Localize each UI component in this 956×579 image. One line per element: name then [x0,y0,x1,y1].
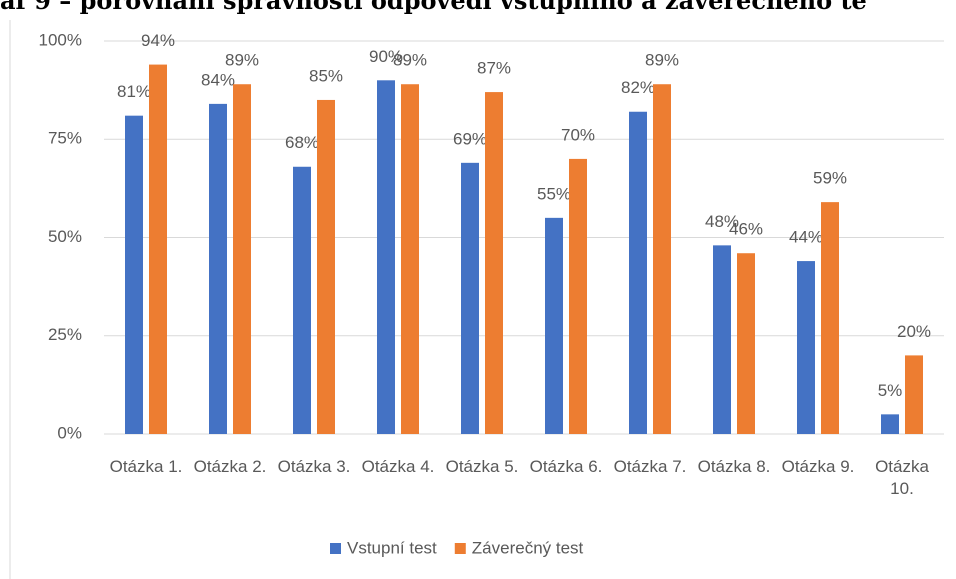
chart-title: af 9 – porovnání správnosti odpovědí vst… [0,0,867,15]
data-label: 89% [645,51,679,70]
data-label: 20% [897,322,931,341]
data-label: 94% [141,31,175,50]
data-label: 89% [225,51,259,70]
data-label: 5% [878,381,903,400]
data-label: 81% [117,82,151,101]
bar [653,84,671,434]
data-label: 69% [453,129,487,148]
x-tick-label: Otázka 8. [697,457,771,476]
legend-swatch [454,543,466,554]
y-tick-label: 25% [48,325,82,344]
x-tick-label: Otázka 7. [613,457,687,476]
bar [713,245,731,434]
x-tick-label: Otázka 2. [193,457,267,476]
bar [737,253,755,434]
legend-label: Vstupní test [347,538,437,557]
data-label: 68% [285,133,319,152]
bar [905,355,923,434]
y-tick-label: 50% [48,227,82,246]
y-tick-label: 100% [39,30,82,49]
x-tick-label: Otázka 3. [277,457,351,476]
x-tick-label: Otázka 6. [529,457,603,476]
bar [317,99,335,434]
bar [569,158,587,434]
data-label: 46% [729,220,763,239]
bar [545,217,563,434]
x-tick-label: Otázka 9. [781,457,855,476]
data-label: 90% [369,47,403,66]
data-label: 55% [537,184,571,203]
bar [377,80,395,435]
bar [485,92,503,434]
bar [209,103,227,434]
legend-swatch [330,543,341,554]
data-label: 84% [201,70,235,89]
data-label: 85% [309,66,343,85]
y-tick-label: 0% [57,423,82,442]
bar [881,414,899,434]
bar [293,166,311,434]
x-tick-label: Otázka 5. [445,457,519,476]
x-tick-label: Otázka 4. [361,457,435,476]
data-label: 44% [789,228,823,247]
bar [821,202,839,434]
legend-label: Záverečný test [472,538,584,557]
data-label: 48% [705,212,739,231]
x-tick-label: Otázka 1. [109,457,183,476]
bar [797,261,815,434]
data-label: 87% [477,59,511,78]
bar [149,64,167,434]
data-label: 70% [561,125,595,144]
data-label: 82% [621,78,655,97]
bar [461,162,479,434]
data-label: 89% [393,51,427,70]
data-label: 59% [813,169,847,188]
x-tick-label: Otázka 10. [875,457,929,498]
y-tick-label: 75% [48,129,82,148]
bar [401,84,419,434]
bar [629,111,647,435]
bar [233,84,251,434]
bar [125,115,143,435]
